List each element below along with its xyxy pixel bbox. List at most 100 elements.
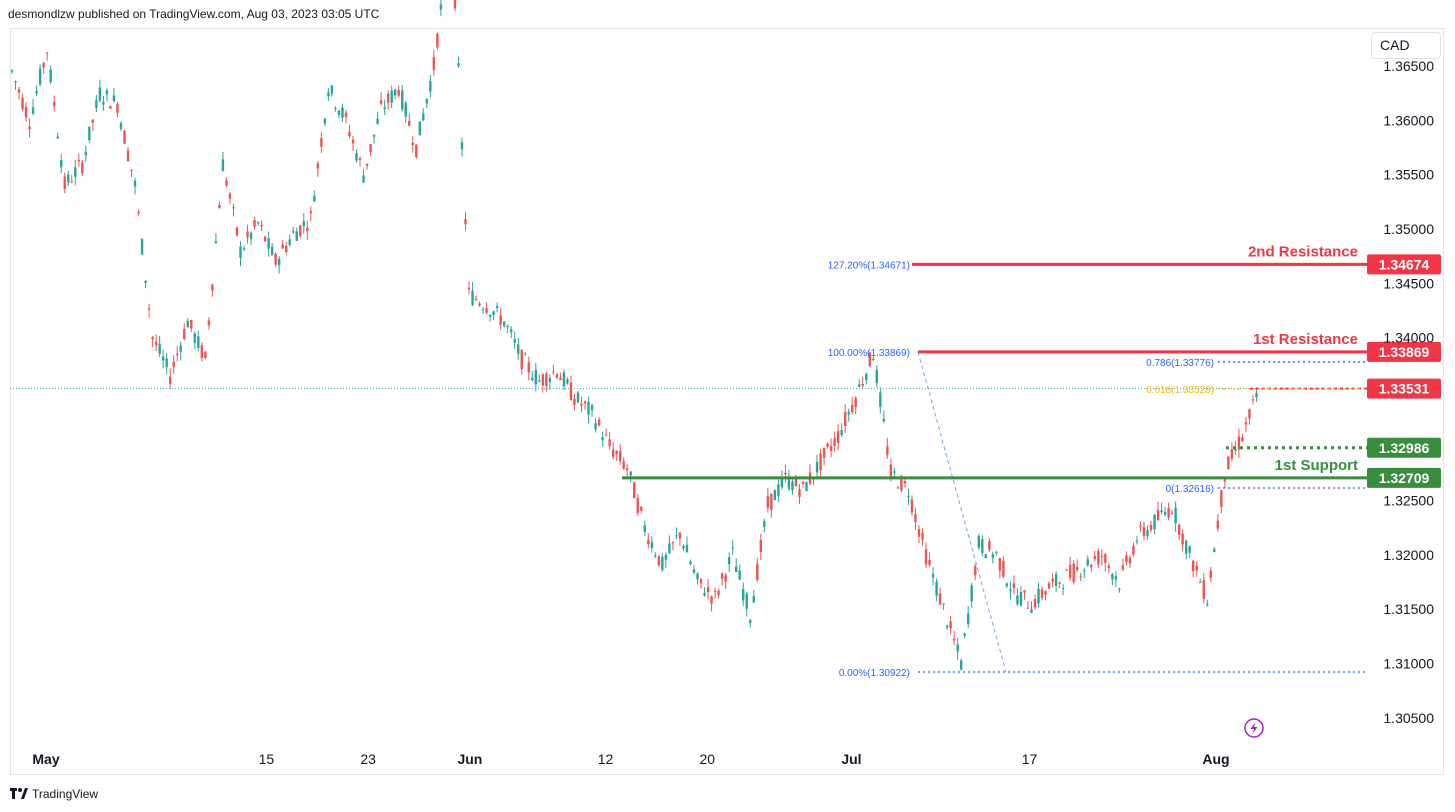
candle-body [914,514,917,522]
candle-body [197,336,200,348]
candle-body [562,372,566,387]
candle-body [309,211,313,214]
candle-body [464,219,467,225]
candle-body [1005,583,1009,587]
candle-body [1220,490,1223,507]
candle-body [88,126,91,141]
candle-body [552,371,555,373]
candle-body [1209,570,1212,578]
candle-body [1163,511,1167,515]
candle-body [330,85,334,94]
candle-body [306,227,309,232]
candle-body [517,344,520,354]
candle-body [379,100,383,104]
candle-body [713,591,717,593]
candle-body [629,471,632,476]
candle-body [541,374,545,386]
candle-body [327,92,330,97]
candle-body [1237,436,1241,450]
candle-body [422,113,425,121]
candle-body [485,308,488,313]
candle-body [787,476,791,490]
candle-body [1002,560,1005,577]
candle-body [102,102,105,105]
candle-body [302,221,305,226]
lightning-icon[interactable] [1244,718,1264,738]
candle-body [580,403,583,406]
candle-body [1213,548,1216,553]
candle-body [1079,576,1082,578]
candle-body [949,621,952,628]
candle-body [696,573,699,580]
candle-body [186,320,189,328]
candle-body [984,554,987,559]
time-axis: May 15 23 Jun 12 20 Jul 17 Aug [32,751,1229,767]
candle-body [896,487,900,489]
candle-body [365,163,369,166]
candle-body [1142,526,1146,536]
candle-body [931,573,935,578]
candle-body [158,343,161,354]
candle-body [995,551,998,553]
currency-selector[interactable]: CAD [1371,32,1441,59]
candle-body [63,176,66,189]
candle-body [692,569,696,573]
candle-body [98,87,102,101]
candle-body [292,231,295,233]
candle-body [847,411,850,415]
footer-brand[interactable]: TradingView [10,787,98,801]
candle-body [1216,520,1220,529]
price-tick-label: 1.31000 [1383,656,1434,672]
candle-body [351,139,355,144]
candle-body [221,159,225,172]
candle-body [1030,609,1033,613]
candle-body [843,412,847,427]
candle-body [1146,529,1149,537]
time-tick-label: 12 [598,751,614,767]
candle-body [872,358,875,361]
time-tick-label: Aug [1202,751,1229,767]
candle-body [274,253,277,265]
candle-body [643,525,646,532]
candle-body [1054,574,1058,586]
candle-body [1037,588,1040,604]
level-price-box [1367,467,1441,488]
candle-body [734,566,738,573]
candle-body [654,555,657,557]
candle-body [281,244,284,249]
candle-body [1026,607,1030,609]
candle-body [35,91,38,94]
candle-body [703,593,706,596]
candle-body [344,112,348,117]
time-tick-label: 20 [700,751,716,767]
candle-body [260,224,263,227]
candle-body [587,401,590,415]
candle-body [636,498,639,514]
candle-body [112,95,116,102]
candle-body [204,351,207,359]
candle-body [28,126,31,130]
candle-body [861,383,864,386]
candle-body [977,535,980,548]
candle-body [520,349,523,370]
candle-body [253,219,256,227]
candle-body [453,0,457,9]
candle-body [404,102,407,117]
candle-body [432,57,436,70]
candle-body [474,299,478,301]
price-tick-label: 1.31500 [1383,601,1434,617]
level-price-value: 1.33869 [1379,344,1430,360]
candle-body [70,181,73,183]
fib-label: 0(1.32616) [1166,484,1214,495]
candle-body [910,499,914,513]
price-tick-label: 1.30500 [1383,710,1434,726]
candle-body [1174,507,1177,524]
candle-body [548,378,552,382]
candle-body [1072,563,1075,582]
candle-body [411,142,414,146]
candle-body [401,90,404,110]
candle-body [738,570,741,580]
candle-body [720,573,724,579]
candle-body [288,239,291,245]
